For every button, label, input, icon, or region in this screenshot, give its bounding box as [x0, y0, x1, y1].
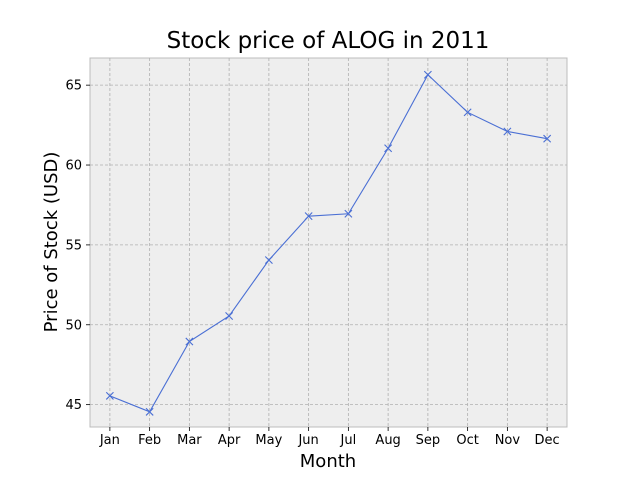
x-axis-label: Month: [300, 451, 356, 472]
data-point: [503, 127, 512, 136]
data-point: [384, 144, 393, 153]
data-point: [145, 407, 154, 416]
data-point: [463, 108, 472, 117]
x-tick-label: Nov: [495, 433, 521, 448]
y-tick-label: 60: [65, 159, 82, 174]
series-line: [109, 73, 548, 413]
data-point: [264, 256, 273, 265]
data-point: [344, 209, 353, 218]
data-point: [105, 391, 114, 400]
y-tick-label: 45: [65, 398, 82, 413]
plot-area: [89, 57, 568, 428]
data-point: [543, 134, 552, 143]
x-tick-label: Mar: [177, 433, 202, 448]
x-tick-label: Sep: [416, 433, 441, 448]
y-tick-label: 55: [65, 238, 82, 253]
data-point: [225, 311, 234, 320]
x-tick-label: Apr: [218, 433, 241, 448]
y-tick-label: 65: [65, 79, 82, 94]
x-tick-label: Jan: [99, 433, 120, 448]
chart-title: Stock price of ALOG in 2011: [167, 28, 490, 54]
x-tick-label: Jul: [340, 433, 357, 448]
x-tick-label: Jun: [297, 433, 318, 448]
axis-ticks: Jan Feb Mar Apr May Jun Jul Aug Sep Oct Nov Dec 45 50…: [65, 79, 559, 448]
x-tick-label: Feb: [138, 433, 161, 448]
x-tick-label: Oct: [456, 433, 478, 448]
series-layer: [105, 70, 552, 416]
data-point: [423, 70, 432, 79]
x-tick-label: May: [255, 433, 282, 448]
y-tick-label: 50: [65, 318, 82, 333]
x-tick-label: Dec: [535, 433, 560, 448]
grid-lines: [90, 58, 567, 427]
data-point: [304, 212, 313, 221]
data-point: [185, 337, 194, 346]
y-axis-label: Price of Stock (USD): [41, 152, 62, 333]
x-tick-label: Aug: [375, 433, 400, 448]
